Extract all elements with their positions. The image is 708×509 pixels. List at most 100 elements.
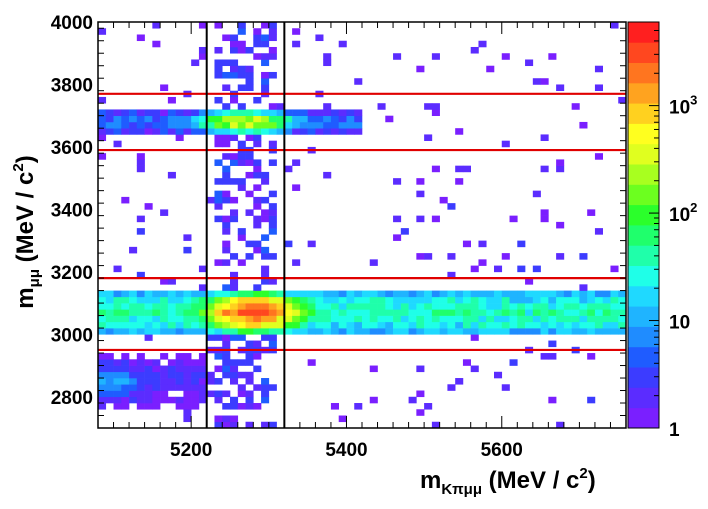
heatmap-cell — [152, 290, 161, 298]
heatmap-cell — [517, 265, 526, 273]
heatmap-cell — [136, 290, 145, 298]
heatmap-cell — [230, 315, 239, 323]
heatmap-cell — [594, 84, 603, 92]
heatmap-cell — [447, 321, 456, 329]
heatmap-cell — [362, 309, 371, 316]
heatmap-cell — [470, 303, 479, 310]
heatmap-cell — [121, 359, 130, 366]
heatmap-cell — [253, 40, 262, 48]
heatmap-cell — [136, 109, 145, 116]
y-tick-label: 2800 — [51, 388, 93, 409]
heatmap-cell — [330, 296, 339, 304]
heatmap-cell — [105, 384, 114, 391]
heatmap-cell — [393, 315, 402, 323]
heatmap-cell — [129, 309, 138, 316]
heatmap-cell — [346, 121, 355, 129]
heatmap-cell — [416, 321, 425, 329]
heatmap-cell — [338, 40, 347, 48]
heatmap-cell — [144, 328, 153, 335]
heatmap-cell — [245, 290, 254, 298]
heatmap-cell — [113, 296, 122, 304]
color-scale-swatch — [628, 123, 659, 145]
heatmap-cell — [594, 153, 603, 160]
heatmap-cell — [230, 396, 239, 404]
heatmap-cell — [517, 309, 526, 316]
heatmap-cell — [261, 384, 270, 391]
heatmap-cell — [618, 290, 627, 298]
heatmap-cell — [175, 309, 184, 316]
heatmap-cell — [230, 421, 239, 429]
heatmap-cell — [98, 353, 107, 360]
x-tick-label: 5200 — [170, 440, 212, 461]
heatmap-cell — [400, 315, 409, 323]
heatmap-cell — [268, 71, 277, 79]
heatmap-cell — [369, 315, 378, 323]
heatmap-cell — [206, 315, 215, 323]
heatmap-cell — [556, 309, 565, 316]
heatmap-cell — [408, 309, 417, 316]
heatmap-cell — [261, 271, 270, 279]
color-scale-swatch — [628, 326, 659, 348]
heatmap-cell — [261, 328, 270, 335]
heatmap-cell — [509, 359, 518, 366]
heatmap-cell — [261, 334, 270, 341]
heatmap-cell — [556, 253, 565, 260]
heatmap-cell — [230, 303, 239, 310]
heatmap-cell — [276, 303, 285, 310]
heatmap-cell — [299, 109, 308, 116]
heatmap-cell — [160, 309, 169, 316]
heatmap-cell — [214, 178, 223, 185]
heatmap-cell — [222, 403, 231, 410]
heatmap-cell — [548, 321, 557, 329]
heatmap-cell — [237, 371, 246, 379]
heatmap-cell — [105, 296, 114, 304]
heatmap-cell — [230, 215, 239, 223]
heatmap-cell — [385, 309, 394, 316]
heatmap-cell — [98, 390, 107, 398]
heatmap-cell — [222, 284, 231, 291]
color-scale-swatch — [628, 306, 659, 327]
heatmap-cell — [98, 403, 107, 410]
heatmap-cell — [579, 321, 588, 329]
heatmap-cell — [346, 115, 355, 123]
heatmap-cell — [618, 321, 627, 329]
heatmap-cell — [230, 34, 239, 42]
color-scale-swatch — [628, 225, 659, 246]
heatmap-cell — [144, 378, 153, 385]
heatmap-cell — [330, 109, 339, 116]
heatmap-cell — [602, 290, 611, 298]
heatmap-cell — [245, 159, 254, 166]
heatmap-cell — [369, 259, 378, 266]
heatmap-cell — [136, 365, 145, 373]
heatmap-cell — [105, 328, 114, 335]
heatmap-cell — [230, 71, 239, 79]
heatmap-cell — [160, 378, 169, 385]
heatmap-cell — [222, 315, 231, 323]
heatmap-cell — [160, 384, 169, 391]
heatmap-cell — [245, 340, 254, 348]
heatmap-cell — [424, 403, 433, 410]
color-scale-label: 102 — [669, 200, 697, 226]
heatmap-cell — [338, 290, 347, 298]
heatmap-cell — [276, 321, 285, 329]
heatmap-cell — [424, 253, 433, 260]
heatmap-cell — [462, 240, 471, 248]
heatmap-cell — [98, 121, 107, 129]
heatmap-cell — [268, 253, 277, 260]
heatmap-cell — [447, 384, 456, 391]
heatmap-cell — [136, 315, 145, 323]
heatmap-cell — [198, 384, 207, 391]
heatmap-cell — [245, 378, 254, 385]
heatmap-cell — [152, 328, 161, 335]
heatmap-cell — [253, 140, 262, 148]
heatmap-cell — [113, 115, 122, 123]
heatmap-cell — [307, 296, 316, 304]
heatmap-cell — [175, 359, 184, 366]
heatmap-cell — [152, 22, 161, 29]
heatmap-cell — [268, 290, 277, 298]
heatmap-cell — [214, 321, 223, 329]
heatmap-cell — [222, 165, 231, 173]
heatmap-cell — [113, 321, 122, 329]
heatmap-cell — [245, 65, 254, 73]
heatmap-cell — [501, 328, 510, 335]
